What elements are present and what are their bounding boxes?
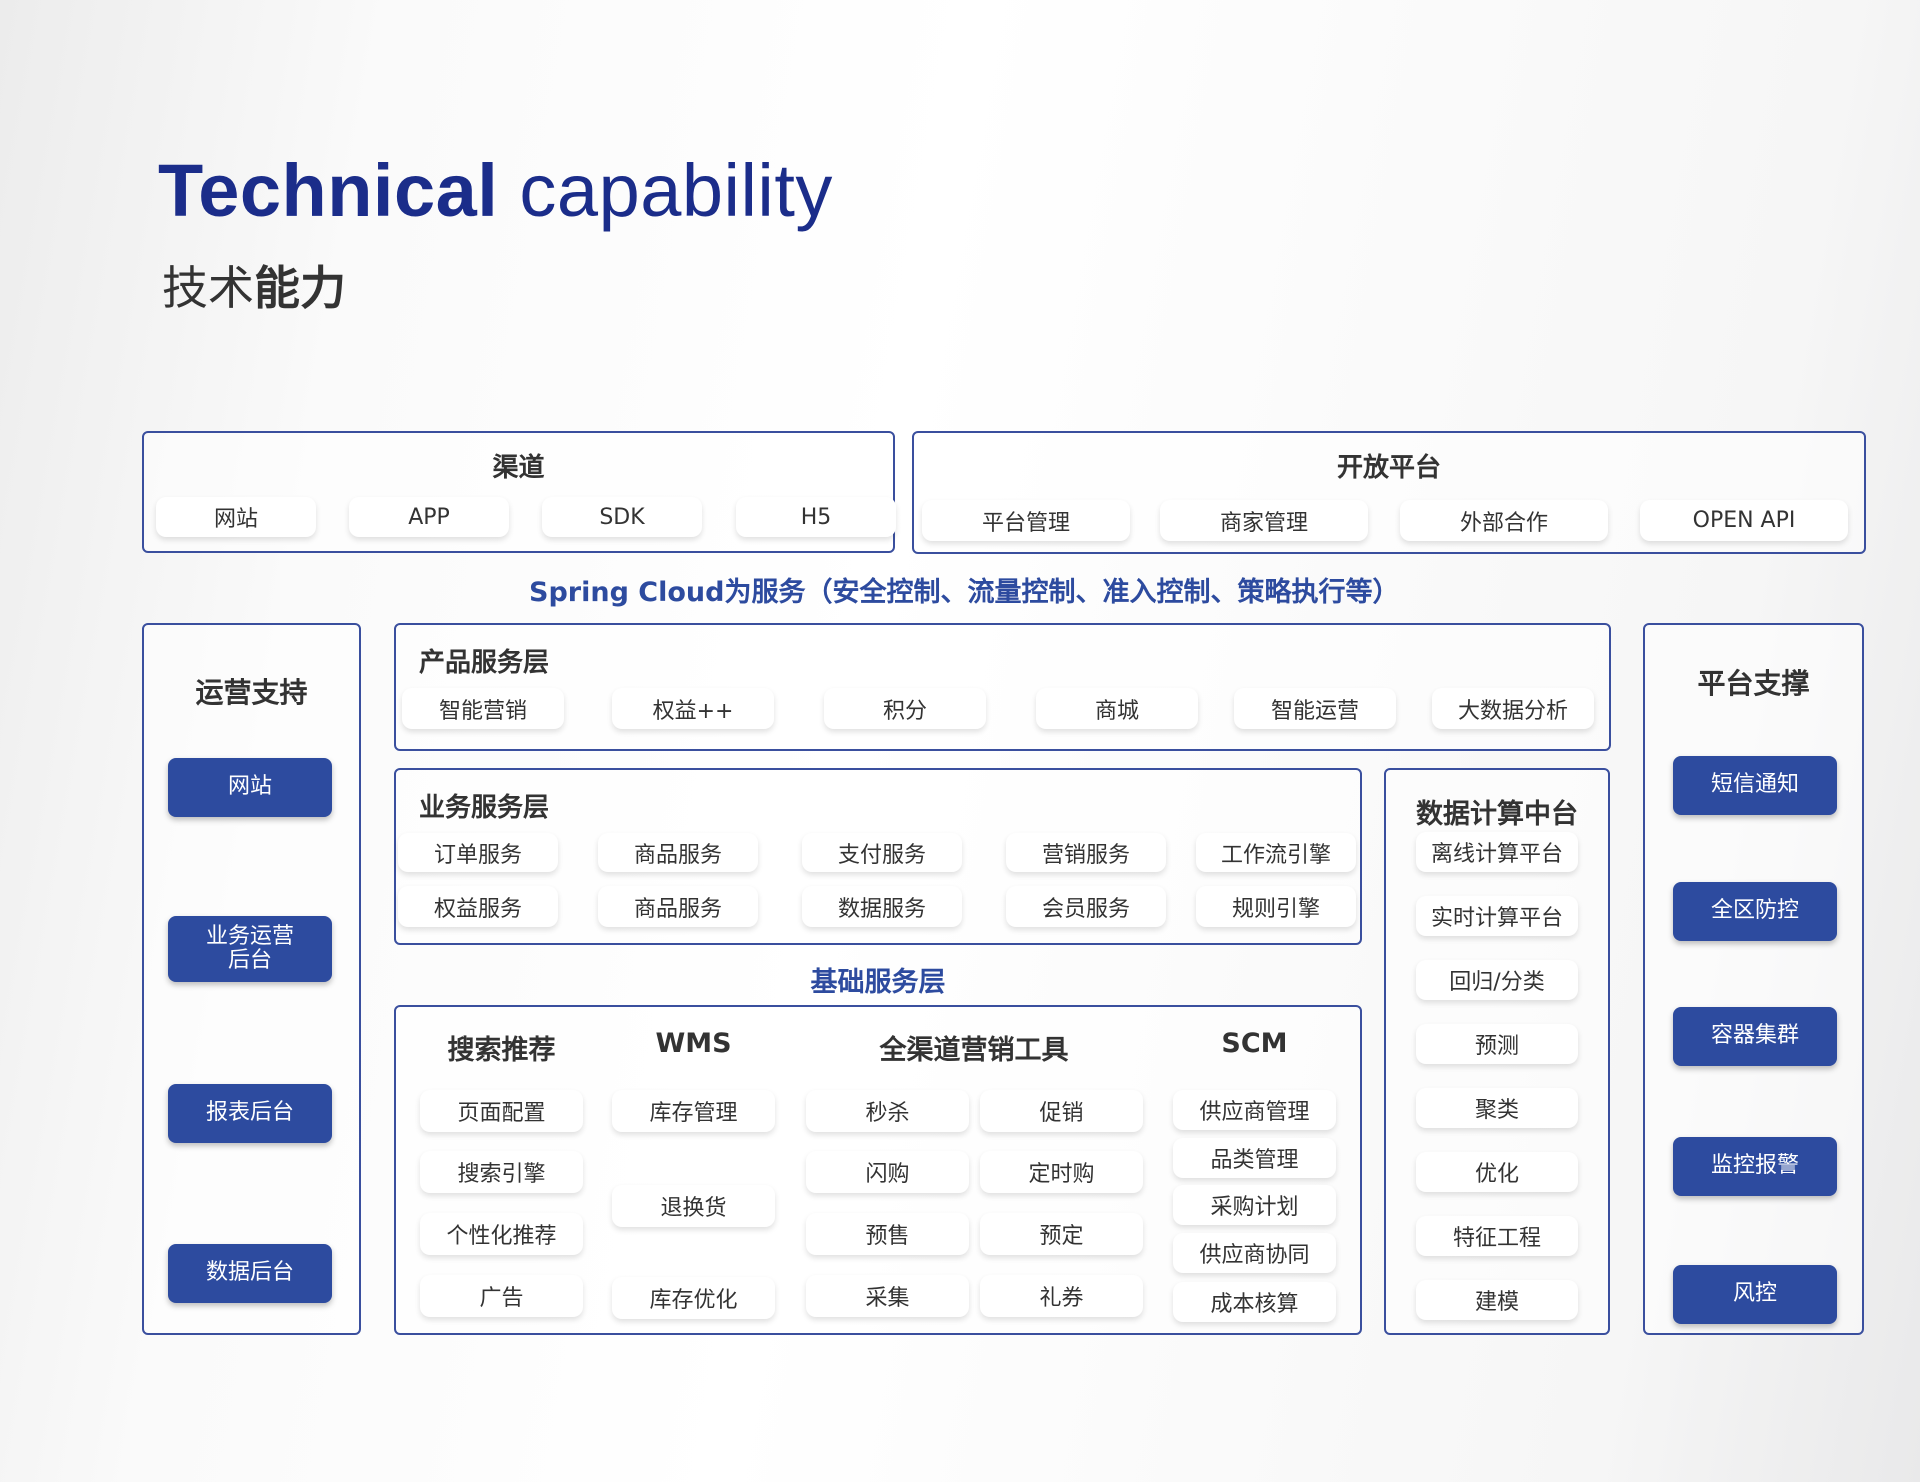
platform-support-button[interactable]: 容器集群 xyxy=(1673,1007,1837,1066)
business-service-item: 订单服务 xyxy=(398,833,558,872)
wms-item: 库存管理 xyxy=(612,1090,775,1132)
business-layer-title: 业务服务层 xyxy=(419,793,550,823)
marketing-column-title: 全渠道营销工具 xyxy=(879,1035,1069,1066)
wms-item: 库存优化 xyxy=(612,1277,775,1319)
marketing-item: 促销 xyxy=(980,1090,1143,1132)
scm-item: 品类管理 xyxy=(1173,1138,1336,1178)
subtitle-light: 技术 xyxy=(162,261,254,315)
business-service-item: 权益服务 xyxy=(398,886,558,927)
subtitle-bold: 能力 xyxy=(254,261,346,315)
marketing-item: 礼券 xyxy=(980,1275,1143,1317)
platform-support-button[interactable]: 监控报警 xyxy=(1673,1137,1837,1196)
page-title-cn: 技术能力 xyxy=(162,252,346,318)
channel-item: SDK xyxy=(542,497,702,537)
product-service-item: 商城 xyxy=(1036,688,1198,729)
data-platform-item: 优化 xyxy=(1416,1152,1578,1192)
ops-support-button[interactable]: 数据后台 xyxy=(168,1243,332,1303)
product-service-item: 积分 xyxy=(824,688,986,729)
scm-column-title: SCM xyxy=(1221,1028,1288,1059)
title-bold: Technical xyxy=(158,149,499,232)
marketing-item: 采集 xyxy=(806,1275,969,1317)
ops-support-button[interactable]: 网站 xyxy=(168,757,332,817)
business-service-item: 会员服务 xyxy=(1006,886,1166,927)
business-service-item: 规则引擎 xyxy=(1196,886,1356,927)
platform-support-box: 平台支撑 xyxy=(1643,623,1864,1335)
channel-title: 渠道 xyxy=(492,453,545,483)
business-service-item: 工作流引擎 xyxy=(1196,833,1356,872)
search-item: 搜索引擎 xyxy=(420,1151,583,1193)
product-service-item: 智能运营 xyxy=(1234,688,1396,729)
title-light: capability xyxy=(519,149,833,232)
search-item: 个性化推荐 xyxy=(420,1213,583,1255)
channel-item: APP xyxy=(349,497,509,537)
data-platform-item: 实时计算平台 xyxy=(1416,896,1578,936)
marketing-item: 闪购 xyxy=(806,1151,969,1193)
marketing-item: 定时购 xyxy=(980,1151,1143,1193)
product-service-item: 智能营销 xyxy=(402,688,564,729)
open-platform-title: 开放平台 xyxy=(1336,453,1441,483)
platform-support-button[interactable]: 全区防控 xyxy=(1673,882,1837,941)
product-service-item: 大数据分析 xyxy=(1432,688,1594,729)
platform-support-title: 平台支撑 xyxy=(1697,667,1810,700)
channel-item: 网站 xyxy=(156,497,316,537)
open-platform-item: OPEN API xyxy=(1640,500,1848,541)
scm-item: 成本核算 xyxy=(1173,1282,1336,1322)
search-item: 页面配置 xyxy=(420,1090,583,1132)
data-platform-item: 建模 xyxy=(1416,1280,1578,1320)
ops-support-button[interactable]: 业务运营 后台 xyxy=(168,916,332,982)
data-platform-title: 数据计算中台 xyxy=(1416,799,1578,830)
business-service-item: 支付服务 xyxy=(802,833,962,872)
open-platform-item: 平台管理 xyxy=(922,500,1130,541)
ops-support-button[interactable]: 报表后台 xyxy=(168,1083,332,1143)
product-layer-title: 产品服务层 xyxy=(419,648,550,678)
scm-item: 采购计划 xyxy=(1173,1185,1336,1225)
data-platform-item: 离线计算平台 xyxy=(1416,832,1578,872)
data-platform-item: 特征工程 xyxy=(1416,1216,1578,1256)
wms-item: 退换货 xyxy=(612,1185,775,1227)
open-platform-item: 外部合作 xyxy=(1400,500,1608,541)
scm-item: 供应商协同 xyxy=(1173,1233,1336,1273)
search-item: 广告 xyxy=(420,1275,583,1317)
platform-support-button[interactable]: 风控 xyxy=(1673,1265,1837,1324)
spring-cloud-label: Spring Cloud为服务（安全控制、流量控制、准入控制、策略执行等） xyxy=(529,577,1400,608)
wms-column-title: WMS xyxy=(655,1028,732,1059)
data-platform-item: 聚类 xyxy=(1416,1088,1578,1128)
data-platform-item: 预测 xyxy=(1416,1024,1578,1064)
business-service-item: 商品服务 xyxy=(598,833,758,872)
open-platform-item: 商家管理 xyxy=(1160,500,1368,541)
channel-item: H5 xyxy=(736,497,896,537)
marketing-item: 预定 xyxy=(980,1213,1143,1255)
ops-support-title: 运营支持 xyxy=(195,676,308,709)
business-service-item: 营销服务 xyxy=(1006,833,1166,872)
platform-support-button[interactable]: 短信通知 xyxy=(1673,756,1837,815)
product-service-item: 权益++ xyxy=(612,688,774,729)
search-column-title: 搜索推荐 xyxy=(447,1035,556,1066)
product-layer-box: 产品服务层 xyxy=(394,623,1611,751)
marketing-item: 预售 xyxy=(806,1213,969,1255)
business-service-item: 数据服务 xyxy=(802,886,962,927)
business-service-item: 商品服务 xyxy=(598,886,758,927)
base-layer-title: 基础服务层 xyxy=(810,967,946,998)
page-title-en: Technical capability xyxy=(158,148,833,233)
scm-item: 供应商管理 xyxy=(1173,1090,1336,1130)
marketing-item: 秒杀 xyxy=(806,1090,969,1132)
data-platform-item: 回归/分类 xyxy=(1416,960,1578,1000)
